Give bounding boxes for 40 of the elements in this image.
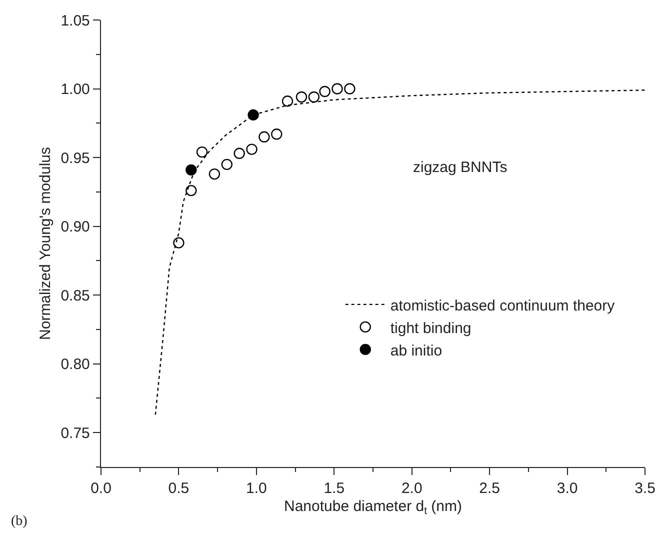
x-tick-label: 1.5 <box>324 480 345 498</box>
y-tick-label: 0.90 <box>60 218 90 236</box>
y-tick-label: 1.05 <box>60 12 90 30</box>
y-tick-label: 0.80 <box>60 356 90 374</box>
point <box>296 91 308 103</box>
point <box>332 83 343 94</box>
point <box>344 83 356 94</box>
x-tick-label: 0.0 <box>90 480 112 498</box>
x-axis-title: Nanotube diameter d$_{t}$ (nm) <box>284 498 462 518</box>
x-tick-label: 1.0 <box>246 480 267 498</box>
line-series <box>154 90 645 416</box>
x-tick-label: 3.0 <box>556 480 578 498</box>
point <box>282 96 294 107</box>
point <box>271 128 282 140</box>
legend-label: ab initio <box>390 342 442 360</box>
y-tick-label: 0.75 <box>60 424 90 442</box>
point <box>258 131 270 143</box>
y-tick-label: 1.00 <box>60 81 90 98</box>
y-axis-title: Normalized Young's modulus <box>36 147 54 340</box>
point <box>248 109 259 120</box>
y-tick-label: 0.85 <box>60 287 90 304</box>
point <box>221 158 232 170</box>
annotation: zigzag BNNTs <box>413 159 508 176</box>
x-tick-label: 2.5 <box>479 480 500 498</box>
x-tick-label: 0.5 <box>168 480 190 498</box>
point <box>173 237 184 248</box>
point <box>308 91 320 103</box>
legend-label: tight binding <box>390 320 472 337</box>
point <box>186 164 197 176</box>
point <box>186 184 197 196</box>
legend-label: atomistic-based continuum theory <box>390 297 616 314</box>
point <box>246 144 258 155</box>
x-tick-label: 3.5 <box>634 480 656 498</box>
point <box>234 148 245 160</box>
text: (b) <box>11 514 28 529</box>
x-tick-label: 2.0 <box>401 480 422 498</box>
point <box>319 86 330 98</box>
point <box>208 168 220 180</box>
point <box>196 146 208 158</box>
y-tick-label: 0.95 <box>60 150 90 167</box>
